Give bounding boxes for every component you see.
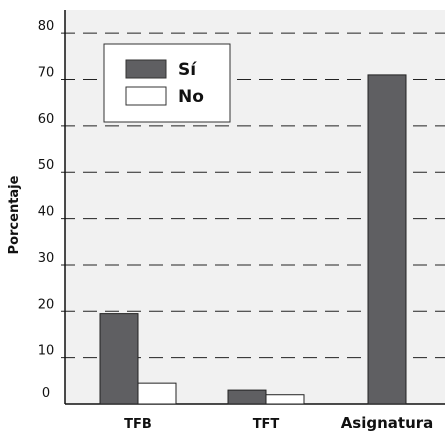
bar-s-tft (227, 389, 267, 405)
legend-label-no: No (178, 87, 204, 107)
y-tick-label-20: 20 (38, 297, 55, 312)
legend-swatch-no (125, 86, 167, 106)
legend: Sí No (103, 43, 231, 123)
bar-s-tfb (99, 313, 139, 405)
y-tick-label-50: 50 (38, 158, 55, 173)
y-tick-label-70: 70 (38, 66, 55, 81)
y-tick-label-0: 0 (42, 386, 50, 401)
y-axis-label: Porcentaje (7, 175, 22, 254)
x-tick-label-tfb: TFB (124, 417, 152, 432)
label-layer: 0 10 20 30 40 50 60 70 80 TFB TFT Asignatura (38, 19, 434, 432)
x-tick-label-asignatura: Asignatura (341, 414, 434, 432)
x-tick-label-tft: TFT (253, 417, 280, 432)
y-tick-label-30: 30 (38, 251, 55, 266)
bar-no-tfb (137, 382, 177, 405)
y-tick-label-80: 80 (38, 19, 55, 34)
y-tick-label-60: 60 (38, 112, 55, 127)
y-tick-label-10: 10 (38, 344, 55, 359)
legend-swatch-si (125, 59, 167, 79)
bar-layer (99, 74, 407, 405)
bar-s-asignatura (367, 74, 407, 405)
y-tick-label-40: 40 (38, 205, 55, 220)
bar-no-tft (265, 394, 305, 405)
legend-box (103, 43, 231, 123)
legend-label-si: Sí (178, 60, 197, 80)
